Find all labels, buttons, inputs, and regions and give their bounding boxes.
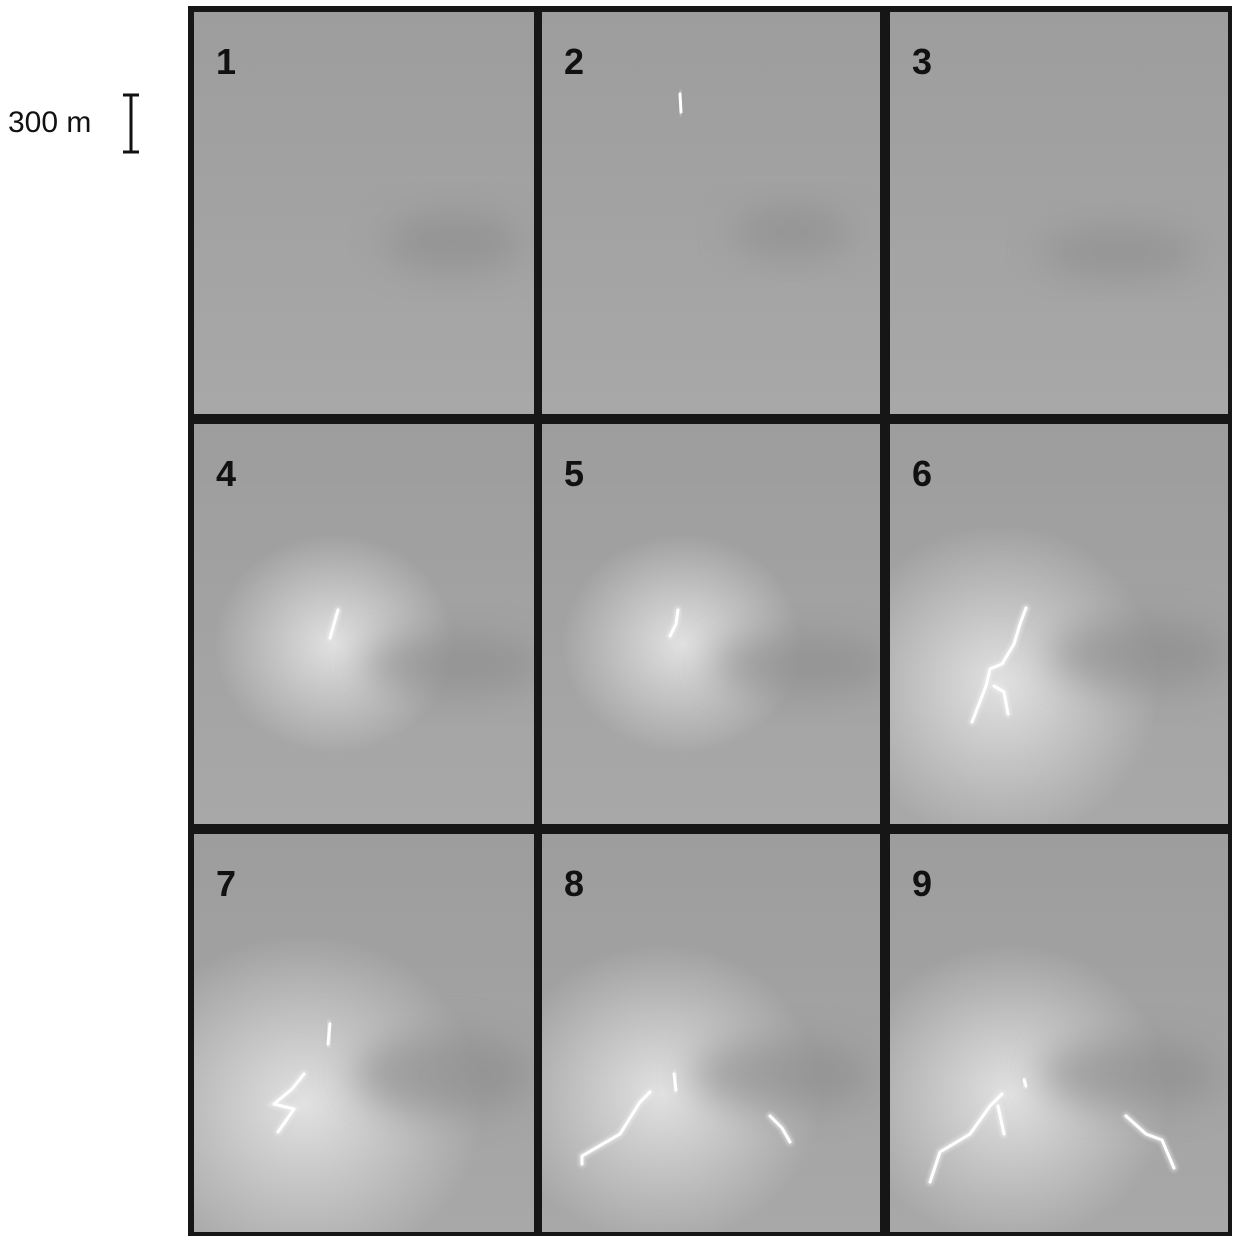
- cloud: [1050, 619, 1230, 689]
- panel: 1: [194, 12, 534, 414]
- panel-image: [194, 424, 544, 824]
- panel: 4: [194, 424, 544, 824]
- panel-number: 2: [564, 41, 584, 82]
- panel-number: 7: [216, 863, 236, 904]
- panel-background: [194, 12, 534, 414]
- panel: 2: [542, 12, 880, 414]
- panel: 5: [542, 424, 892, 824]
- panel-number: 3: [912, 41, 932, 82]
- lightning: [674, 1074, 676, 1090]
- cloud: [692, 1039, 872, 1109]
- panel-number: 1: [216, 41, 236, 82]
- panel-image: [850, 834, 1228, 1237]
- lightning: [1024, 1080, 1026, 1086]
- cloud: [384, 212, 524, 272]
- lightning: [328, 1024, 330, 1044]
- panel: 8: [502, 834, 880, 1237]
- panel-image: [840, 424, 1230, 844]
- cloud: [364, 634, 544, 694]
- panel-image: [890, 12, 1228, 414]
- panel-image: [542, 424, 892, 824]
- cloud: [354, 1034, 534, 1114]
- cloud: [1040, 1039, 1220, 1109]
- cloud: [712, 634, 892, 694]
- panel-image: [502, 834, 880, 1237]
- panel-number: 9: [912, 863, 932, 904]
- cloud: [1040, 227, 1200, 277]
- panel-number: 4: [216, 453, 236, 494]
- scale-bar: 300 m: [8, 95, 139, 152]
- panel-number: 5: [564, 453, 584, 494]
- panel-image: [542, 12, 880, 414]
- panel: 6: [840, 424, 1230, 844]
- cloud: [732, 207, 852, 257]
- panel-image: [194, 12, 534, 414]
- panel: 7: [124, 834, 534, 1237]
- panel-number: 8: [564, 863, 584, 904]
- panel-background: [890, 12, 1228, 414]
- lightning: [680, 94, 681, 112]
- panel-number: 6: [912, 453, 932, 494]
- panel-image: [124, 834, 534, 1237]
- panel: 3: [890, 12, 1228, 414]
- panel: 9: [850, 834, 1228, 1237]
- scale-label: 300 m: [8, 106, 91, 139]
- figure: 300 m 1 2 3 4 5 6 7 8 9: [0, 0, 1234, 1237]
